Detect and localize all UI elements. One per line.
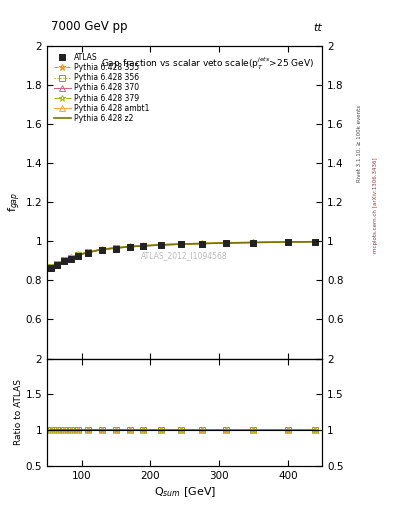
Legend: ATLAS, Pythia 6.428 355, Pythia 6.428 356, Pythia 6.428 370, Pythia 6.428 379, P: ATLAS, Pythia 6.428 355, Pythia 6.428 35… (54, 53, 149, 123)
Text: tt: tt (314, 23, 322, 33)
Text: Rivet 3.1.10, ≥ 100k events: Rivet 3.1.10, ≥ 100k events (357, 105, 362, 182)
Text: 7000 GeV pp: 7000 GeV pp (51, 20, 128, 33)
Text: ATLAS_2012_I1094568: ATLAS_2012_I1094568 (141, 251, 228, 260)
Text: Gap fraction vs scalar veto scale(p$_T^{jets}$>25 GeV): Gap fraction vs scalar veto scale(p$_T^{… (101, 55, 314, 72)
Text: mcplots.cern.ch [arXiv:1306.3436]: mcplots.cern.ch [arXiv:1306.3436] (373, 157, 378, 252)
X-axis label: Q$_{sum}$ [GeV]: Q$_{sum}$ [GeV] (154, 485, 216, 499)
Y-axis label: f$_{gap}$: f$_{gap}$ (7, 192, 23, 212)
Y-axis label: Ratio to ATLAS: Ratio to ATLAS (14, 379, 23, 445)
